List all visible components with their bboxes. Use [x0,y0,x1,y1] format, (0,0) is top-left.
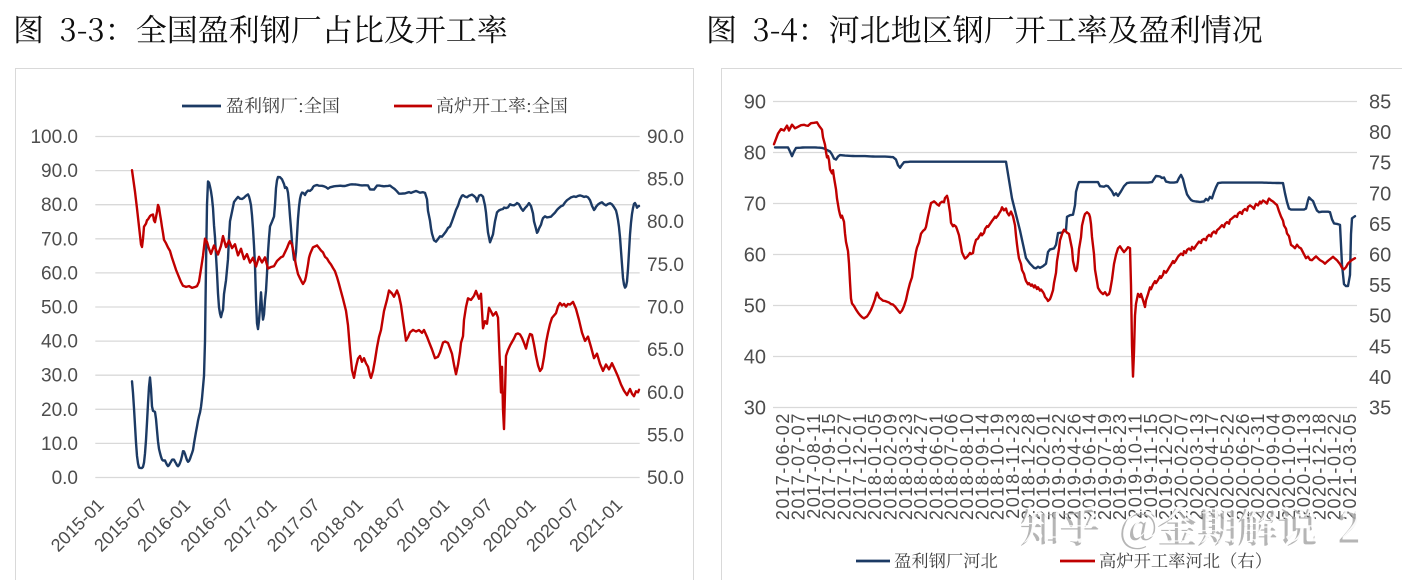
svg-text:2019-10-11: 2019-10-11 [1126,412,1146,519]
svg-text:10.0: 10.0 [41,434,78,455]
svg-text:2018-07-06: 2018-07-06 [942,412,962,520]
svg-text:20.0: 20.0 [41,400,78,421]
svg-text:2018-08-10: 2018-08-10 [957,412,977,520]
svg-text:90.0: 90.0 [647,127,684,148]
svg-text:50.0: 50.0 [647,468,684,489]
svg-text:2019-03-22: 2019-03-22 [1049,412,1069,520]
svg-text:2017-07-07: 2017-07-07 [789,412,809,520]
svg-text:2020-11-13: 2020-11-13 [1294,412,1314,519]
svg-text:60: 60 [1369,245,1391,267]
svg-text:60.0: 60.0 [647,383,684,404]
svg-text:40.0: 40.0 [41,332,78,353]
svg-text:2017-12-01: 2017-12-01 [850,412,870,520]
svg-text:2019-02-01: 2019-02-01 [1034,412,1054,520]
svg-text:2019-06-14: 2019-06-14 [1080,412,1100,520]
svg-text:40: 40 [744,347,766,369]
svg-text:50.0: 50.0 [41,298,78,319]
svg-text:2019-04-26: 2019-04-26 [1064,412,1084,520]
svg-text:50: 50 [1369,306,1391,328]
svg-text:70: 70 [744,194,766,216]
svg-text:2020-02-07: 2020-02-07 [1172,412,1192,520]
svg-text:30: 30 [744,398,766,420]
svg-text:2020-06-26: 2020-06-26 [1233,412,1253,520]
svg-text:70: 70 [1369,183,1391,205]
svg-text:80: 80 [744,143,766,165]
svg-text:65.0: 65.0 [647,340,684,361]
svg-text:60.0: 60.0 [41,263,78,284]
svg-text:35: 35 [1369,398,1391,420]
svg-text:90.0: 90.0 [41,161,78,182]
svg-text:2017-10-27: 2017-10-27 [835,412,855,520]
svg-text:2017-08-11: 2017-08-11 [804,412,824,519]
svg-text:0.0: 0.0 [52,468,78,489]
svg-text:40: 40 [1369,367,1391,389]
svg-text:85: 85 [1369,92,1391,114]
svg-text:80.0: 80.0 [41,195,78,216]
svg-text:70.0: 70.0 [647,298,684,319]
svg-text:2020-03-13: 2020-03-13 [1187,412,1207,520]
svg-text:2019-11-15: 2019-11-15 [1141,412,1161,519]
svg-text:2021-03-05: 2021-03-05 [1340,412,1360,520]
svg-text:2018-10-19: 2018-10-19 [988,412,1008,520]
svg-text:90: 90 [744,92,766,114]
svg-text:2021-01-22: 2021-01-22 [1325,412,1345,520]
svg-text:2020-09-04: 2020-09-04 [1263,412,1283,520]
svg-text:2020-05-22: 2020-05-22 [1218,412,1238,520]
svg-text:2020-04-17: 2020-04-17 [1202,412,1222,520]
svg-text:65: 65 [1369,214,1391,236]
svg-text:80.0: 80.0 [647,212,684,233]
svg-text:2018-09-14: 2018-09-14 [972,412,992,520]
svg-text:2019-07-19: 2019-07-19 [1095,412,1115,520]
svg-text:75.0: 75.0 [647,255,684,276]
svg-text:55: 55 [1369,275,1391,297]
svg-text:60: 60 [744,245,766,267]
svg-text:100.0: 100.0 [30,127,78,148]
svg-text:75: 75 [1369,153,1391,175]
svg-text:2017-09-15: 2017-09-15 [819,412,839,520]
svg-text:2018-06-01: 2018-06-01 [926,412,946,520]
svg-text:45: 45 [1369,336,1391,358]
svg-text:85.0: 85.0 [647,170,684,191]
svg-text:2018-01-05: 2018-01-05 [865,412,885,520]
svg-text:2019-12-20: 2019-12-20 [1156,412,1176,520]
svg-text:2018-03-23: 2018-03-23 [896,412,916,520]
svg-text:2020-10-09: 2020-10-09 [1279,412,1299,520]
svg-text:2018-02-09: 2018-02-09 [880,412,900,520]
svg-text:50: 50 [744,296,766,318]
svg-text:80: 80 [1369,122,1391,144]
svg-text:2018-04-27: 2018-04-27 [911,412,931,520]
svg-text:70.0: 70.0 [41,229,78,250]
svg-text:2017-06-02: 2017-06-02 [773,412,793,520]
svg-text:2020-07-31: 2020-07-31 [1248,412,1268,520]
svg-text:2018-12-28: 2018-12-28 [1018,412,1038,520]
svg-text:2018-11-23: 2018-11-23 [1003,412,1023,519]
svg-text:30.0: 30.0 [41,366,78,387]
svg-text:2019-08-23: 2019-08-23 [1110,412,1130,520]
svg-text:55.0: 55.0 [647,425,684,446]
svg-text:2020-12-18: 2020-12-18 [1309,412,1329,520]
